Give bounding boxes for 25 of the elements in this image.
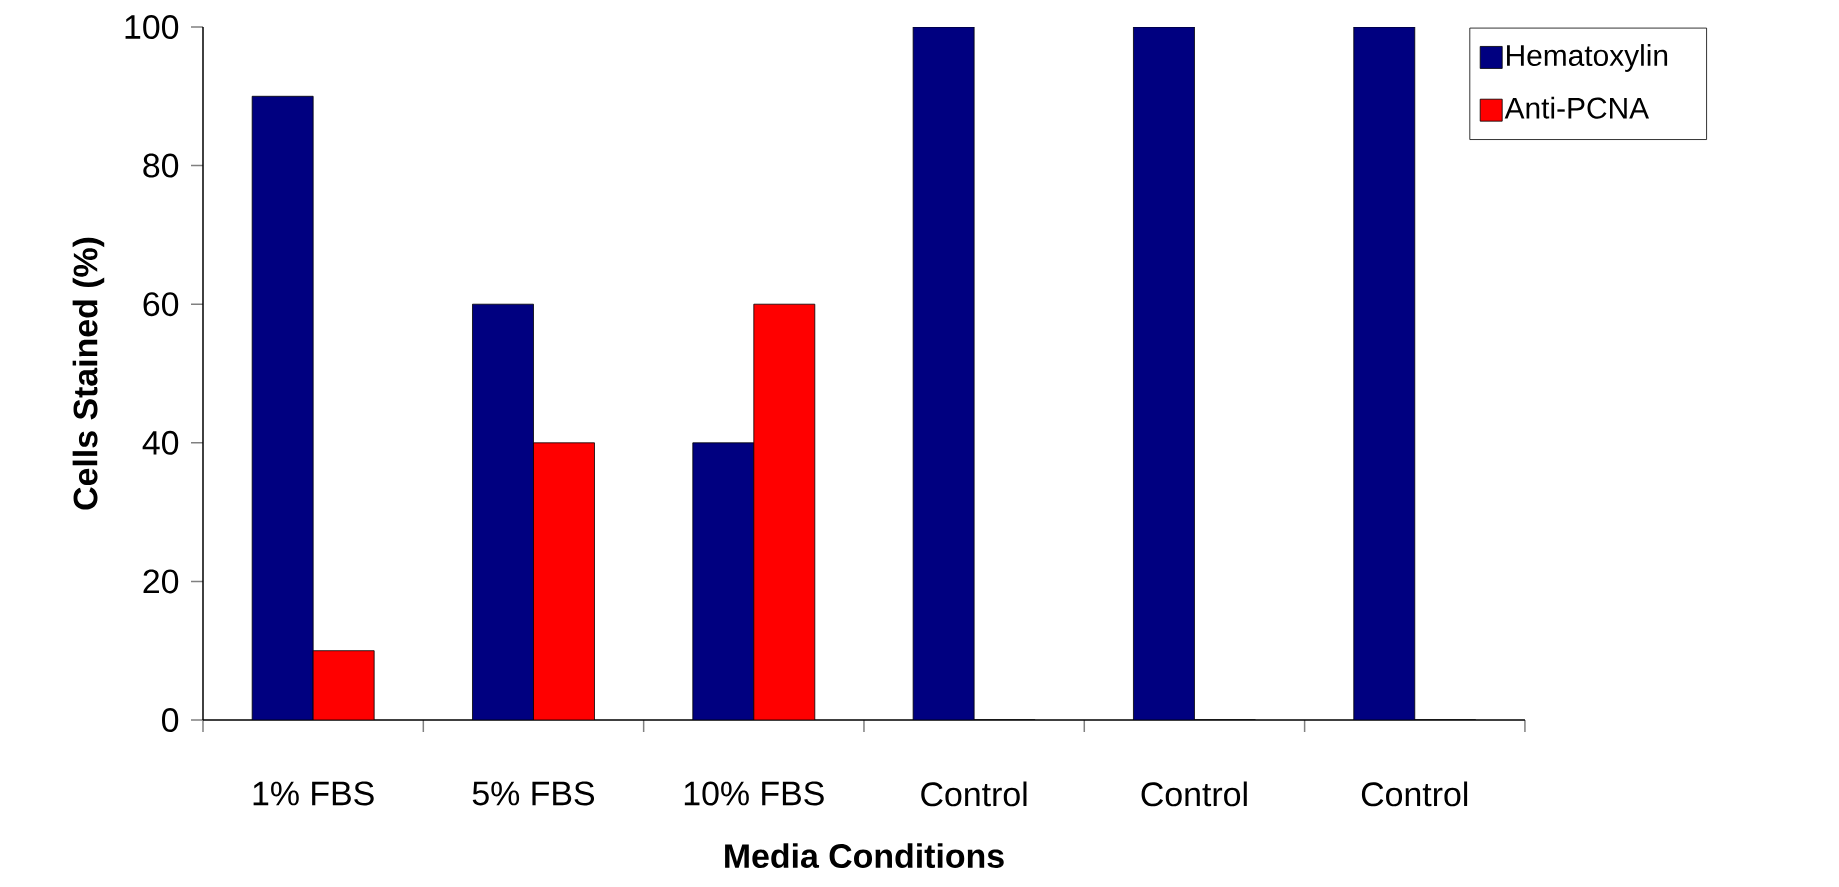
x-tick-label: 5% FBS <box>472 781 595 806</box>
y-tick-label: 60 <box>143 292 179 317</box>
bar <box>472 303 534 720</box>
x-tick-label: Control <box>1141 781 1247 807</box>
y-tick-label: 0 <box>162 708 179 732</box>
x-axis-title: Media Conditions <box>725 843 1004 869</box>
y-tick-label: 100 <box>125 15 179 39</box>
bar <box>912 26 975 720</box>
bar <box>753 303 816 720</box>
bar <box>1133 26 1195 720</box>
x-tick-label: 10% FBS <box>684 781 824 806</box>
bar <box>312 650 375 720</box>
y-axis-title: Cells Stained (%) <box>72 237 105 510</box>
y-tick-label: 80 <box>143 153 179 178</box>
legend-label: Hematoxylin <box>1507 44 1668 72</box>
bar <box>692 442 755 720</box>
y-tick-label: 40 <box>142 430 179 455</box>
x-tick-label: Control <box>1361 781 1468 807</box>
x-tick-label: 1% FBS <box>253 781 374 806</box>
bar <box>533 442 595 720</box>
x-tick-label: Control <box>921 781 1027 807</box>
legend-label: Anti-PCNA <box>1504 96 1650 119</box>
bar <box>251 95 314 720</box>
bar <box>1353 26 1416 720</box>
y-tick-label: 20 <box>143 569 179 594</box>
